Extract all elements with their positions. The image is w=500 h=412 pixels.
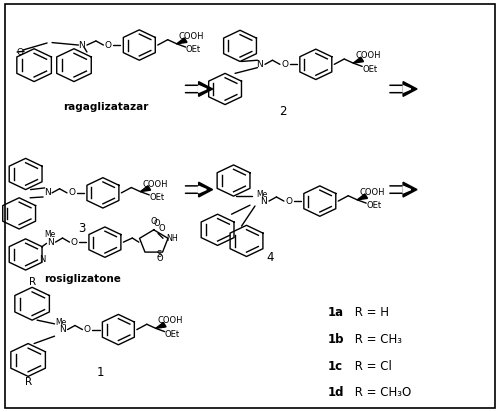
Polygon shape	[198, 186, 206, 193]
Text: COOH: COOH	[356, 51, 381, 60]
Text: OEt: OEt	[366, 201, 381, 211]
Text: OEt: OEt	[362, 65, 377, 74]
Text: COOH: COOH	[158, 316, 184, 325]
Text: ragaglizatazar: ragaglizatazar	[62, 103, 148, 112]
Text: N: N	[47, 238, 54, 247]
Polygon shape	[156, 323, 166, 328]
Polygon shape	[198, 182, 212, 197]
Text: 1d: 1d	[328, 386, 344, 399]
Text: 1: 1	[96, 366, 104, 379]
Text: OEt: OEt	[186, 45, 200, 54]
Text: R = H: R = H	[351, 306, 389, 319]
Text: OEt: OEt	[149, 193, 164, 202]
Text: R = CH₃O: R = CH₃O	[351, 386, 412, 399]
Text: Me: Me	[56, 318, 66, 327]
Text: R = Cl: R = Cl	[351, 360, 392, 372]
Text: 1b: 1b	[328, 333, 344, 346]
Text: COOH: COOH	[142, 180, 168, 189]
Text: rosiglizatone: rosiglizatone	[44, 274, 122, 284]
Text: R = CH₃: R = CH₃	[351, 333, 402, 346]
Polygon shape	[403, 186, 411, 193]
Text: O: O	[286, 197, 292, 206]
Text: N: N	[39, 255, 45, 264]
Text: Me: Me	[44, 230, 55, 239]
Text: R: R	[24, 377, 32, 387]
Polygon shape	[403, 82, 417, 96]
Polygon shape	[176, 38, 187, 44]
Text: O: O	[105, 40, 112, 49]
Polygon shape	[357, 194, 368, 200]
Polygon shape	[198, 82, 212, 96]
Text: N: N	[256, 60, 264, 69]
Text: Me: Me	[256, 190, 268, 199]
Text: O: O	[68, 188, 75, 197]
Text: O: O	[16, 47, 23, 56]
Polygon shape	[198, 86, 206, 92]
Text: O: O	[156, 254, 163, 263]
Text: NH: NH	[166, 234, 178, 243]
Text: O: O	[158, 225, 166, 233]
Polygon shape	[353, 57, 364, 63]
Text: S: S	[157, 250, 162, 259]
Text: N: N	[59, 325, 66, 334]
Text: OEt: OEt	[164, 330, 180, 339]
Text: 4: 4	[266, 251, 274, 264]
Polygon shape	[403, 182, 417, 197]
Text: O: O	[84, 325, 91, 334]
Polygon shape	[140, 186, 150, 192]
Text: N: N	[260, 197, 268, 206]
Text: 1c: 1c	[328, 360, 342, 372]
Text: N: N	[44, 188, 51, 197]
Text: R: R	[28, 277, 35, 288]
Text: COOH: COOH	[179, 32, 204, 41]
Text: COOH: COOH	[360, 188, 385, 197]
Text: 1a: 1a	[328, 306, 344, 319]
Text: N: N	[78, 41, 86, 50]
Text: O: O	[71, 238, 78, 247]
Text: O: O	[154, 219, 160, 228]
Text: O: O	[282, 60, 288, 69]
Polygon shape	[403, 86, 411, 92]
Text: O: O	[150, 217, 157, 226]
Text: 3: 3	[78, 222, 86, 235]
Text: 2: 2	[278, 105, 286, 118]
